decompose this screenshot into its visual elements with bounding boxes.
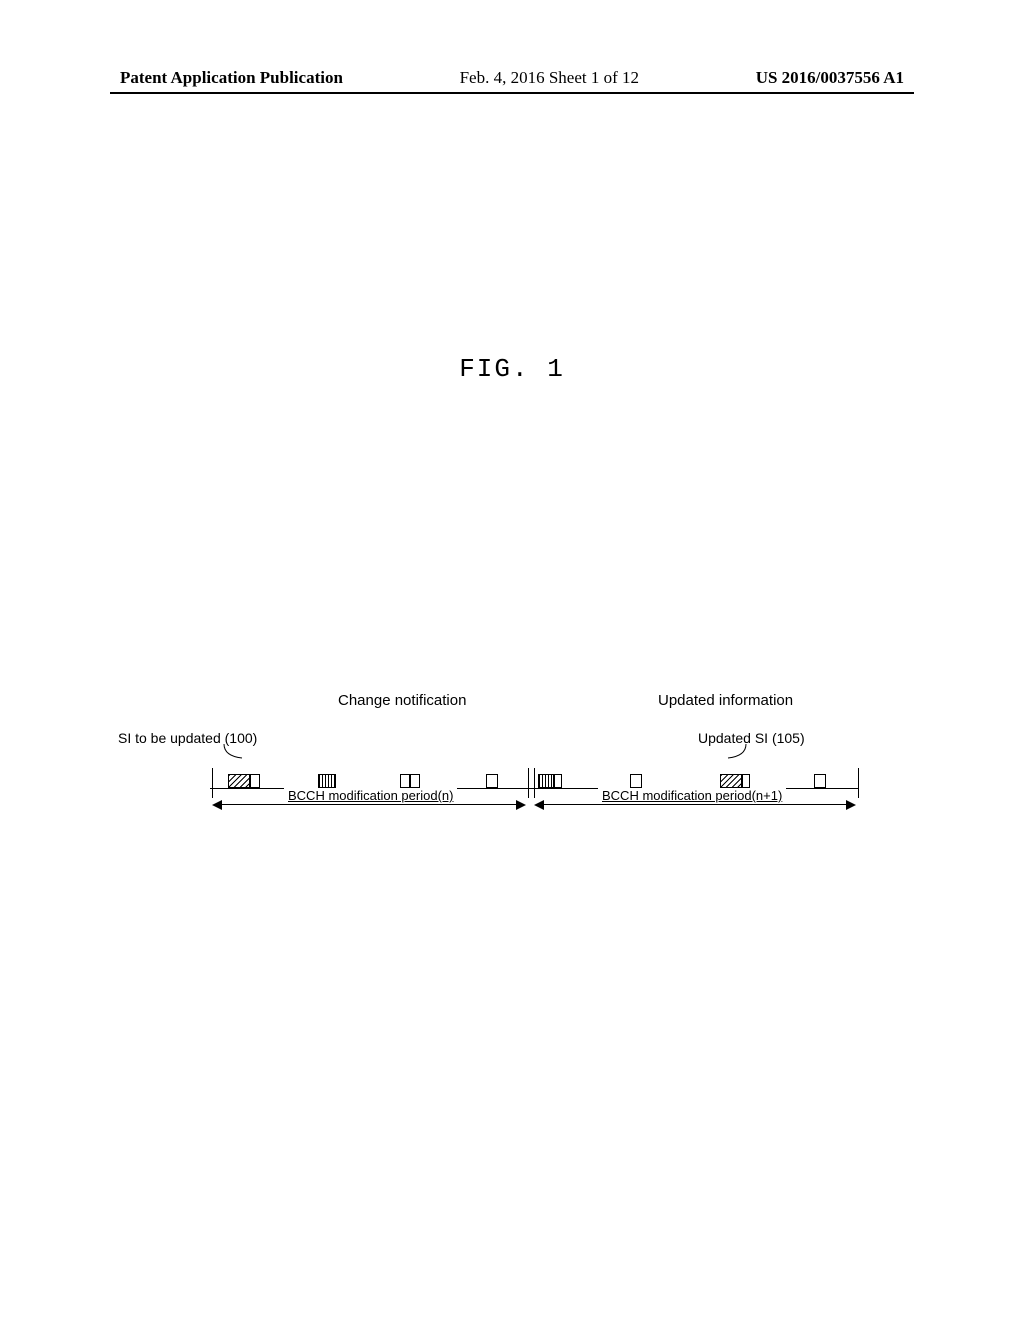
header-center: Feb. 4, 2016 Sheet 1 of 12 xyxy=(460,68,639,88)
si-block xyxy=(400,774,410,788)
arrow-right-icon xyxy=(846,800,856,810)
period-n1-label: BCCH modification period(n+1) xyxy=(598,788,786,803)
period-divider-start xyxy=(212,768,213,798)
top-labels-row: Change notification Updated information xyxy=(178,692,868,714)
timeline-diagram: Change notification Updated information … xyxy=(178,692,868,828)
blocks-row xyxy=(178,770,868,790)
si-block xyxy=(814,774,826,788)
period-divider-mid-a xyxy=(528,768,529,798)
si-labels-row: SI to be updated (100) Updated SI (105) xyxy=(178,718,868,768)
period-divider-end xyxy=(858,768,859,798)
si-block xyxy=(486,774,498,788)
si-block xyxy=(318,774,336,788)
change-notification-label: Change notification xyxy=(338,692,466,709)
si-block xyxy=(630,774,642,788)
period-labels-row: BCCH modification period(n) BCCH modific… xyxy=(178,798,868,828)
si-block xyxy=(538,774,554,788)
header-right: US 2016/0037556 A1 xyxy=(756,68,904,88)
arrow-left-icon xyxy=(212,800,222,810)
arrow-left-icon xyxy=(534,800,544,810)
leader-line-left-icon xyxy=(222,744,244,760)
si-block xyxy=(742,774,750,788)
updated-information-label: Updated information xyxy=(658,692,793,709)
leader-line-right-icon xyxy=(726,744,748,760)
si-block xyxy=(410,774,420,788)
header-left: Patent Application Publication xyxy=(120,68,343,88)
arrow-right-icon xyxy=(516,800,526,810)
si-block-100 xyxy=(228,774,250,788)
page-header: Patent Application Publication Feb. 4, 2… xyxy=(0,68,1024,88)
period-arrow-n xyxy=(216,804,524,805)
period-arrow-n1 xyxy=(538,804,854,805)
si-block xyxy=(554,774,562,788)
figure-label: FIG. 1 xyxy=(0,354,1024,384)
si-block xyxy=(250,774,260,788)
header-rule xyxy=(110,92,914,94)
si-updated-label: Updated SI (105) xyxy=(698,730,805,746)
period-divider-mid-b xyxy=(534,768,535,798)
si-block-105 xyxy=(720,774,742,788)
period-n-label: BCCH modification period(n) xyxy=(284,788,457,803)
page: Patent Application Publication Feb. 4, 2… xyxy=(0,0,1024,1320)
